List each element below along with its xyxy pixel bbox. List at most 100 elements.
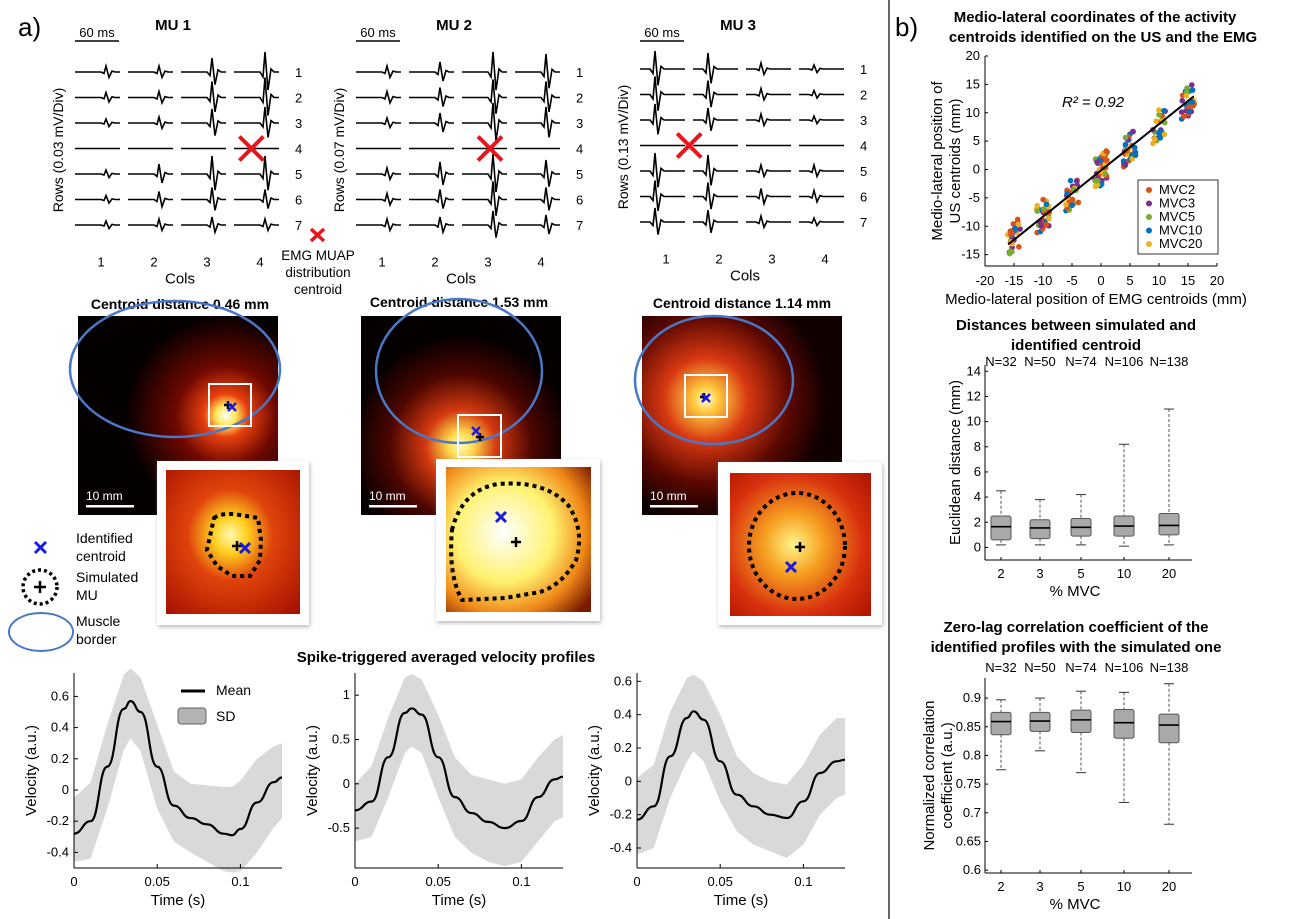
- scatter-point: [1187, 109, 1193, 115]
- scatter-point: [1179, 98, 1185, 104]
- emg-legend: EMG MUAP distribution centroid: [281, 229, 355, 297]
- y-tick-label: -0.2: [47, 813, 69, 828]
- boxplot-title-line-2: identified profiles with the simulated o…: [931, 639, 1222, 656]
- us-legend: Identified centroid Simulated MU Muscle …: [9, 530, 138, 651]
- muap-trace: [746, 189, 791, 204]
- y-axis-label-line-1: Euclidean distance (mm): [947, 380, 964, 545]
- time-scale-label: 60 ms: [644, 25, 680, 40]
- box-2: 2: [991, 700, 1011, 894]
- box-20: 20: [1159, 409, 1179, 581]
- col-tick-label: 4: [537, 255, 544, 270]
- y-tick-label: -0.4: [610, 840, 632, 855]
- muap-trace: [799, 116, 844, 124]
- muap-trace: [515, 107, 560, 137]
- muap-trace: [515, 82, 560, 112]
- scatter-point: [1068, 178, 1074, 184]
- row-tick-label: 6: [860, 190, 867, 205]
- mu-title: MU 2: [436, 17, 472, 34]
- y-tick-label: 0.7: [963, 805, 981, 820]
- y-axis-label-line-1: Normalized correlation: [921, 700, 938, 850]
- scatter-plot: Medio-lateral coordinates of the activit…: [929, 9, 1257, 308]
- x-axis-label: Time (s): [432, 892, 486, 909]
- emg-grid-mu-3: 60 ms MU 3Rows (0.13 mV/Div)12345671 2 3 4Co…: [615, 17, 867, 285]
- scale-bar-label: 10 mm: [86, 489, 123, 503]
- box-20: 20: [1159, 684, 1179, 894]
- muap-trace: [640, 104, 685, 134]
- x-axis-label: % MVC: [1050, 896, 1101, 913]
- scatter-point: [1104, 157, 1110, 163]
- sd-band: [74, 668, 282, 872]
- muap-trace: [356, 219, 401, 230]
- muap-trace: [640, 208, 685, 235]
- emg-centroid-legend-icon: [311, 229, 324, 241]
- muap-trace: [75, 119, 120, 127]
- y-tick-label: 0.65: [956, 833, 981, 848]
- x-tick-label: 0.1: [512, 874, 530, 889]
- muap-trace: [75, 170, 120, 178]
- scatter-point: [1046, 216, 1052, 222]
- row-tick-label: 5: [860, 164, 867, 179]
- x-tick-label: 3: [1036, 566, 1043, 581]
- scatter-point: [1184, 85, 1190, 91]
- muap-trace: [462, 80, 507, 114]
- x-tick-label: 0: [351, 874, 358, 889]
- emg-ylabel: Rows (0.13 mV/Div): [615, 85, 631, 209]
- legend-marker: [1146, 241, 1152, 247]
- legend-sd-label: SD: [216, 708, 235, 724]
- y-tick-label: 6: [974, 464, 981, 479]
- muap-trace: [409, 88, 454, 107]
- muap-trace: [356, 92, 401, 103]
- scatter-point: [1043, 222, 1049, 228]
- legend-simulated-line-1: Simulated: [76, 569, 138, 585]
- count-label: N=74: [1065, 354, 1096, 369]
- muap-trace: [746, 165, 791, 176]
- scatter-point: [1076, 200, 1082, 206]
- col-tick-label: 4: [821, 252, 828, 267]
- us-map-title: Centroid distance 0.46 mm: [91, 296, 269, 312]
- x-tick-label: 0.05: [426, 874, 451, 889]
- y-tick-label: 5: [973, 133, 980, 148]
- x-tick-label: 20: [1162, 566, 1176, 581]
- y-tick-label: 0.2: [51, 751, 69, 766]
- muap-trace: [799, 65, 844, 73]
- y-tick-label: -0.5: [328, 820, 350, 835]
- scatter-legend: MVC2MVC3MVC5MVC10MVC20: [1138, 180, 1218, 254]
- muap-trace: [799, 91, 844, 99]
- legend-marker: [1146, 228, 1152, 234]
- muap-trace: [409, 113, 454, 132]
- y-tick-label: 12: [967, 388, 981, 403]
- col-tick-label: 4: [256, 255, 263, 270]
- emg-legend-line-3: centroid: [294, 282, 342, 297]
- scatter-point: [1038, 223, 1044, 229]
- col-tick-label: 1: [662, 252, 669, 267]
- scatter-point: [1070, 197, 1076, 203]
- count-label: N=32: [985, 660, 1016, 675]
- scatter-point: [1103, 148, 1109, 154]
- legend-label: MVC20: [1159, 236, 1202, 251]
- scale-bar: [86, 505, 134, 508]
- y-tick-label: 15: [966, 76, 980, 91]
- scale-bar-label: 10 mm: [650, 489, 687, 503]
- y-tick-label: 0.85: [956, 719, 981, 734]
- muap-trace: [128, 117, 173, 128]
- muap-trace: [234, 78, 279, 116]
- boxplot-title-line-1: Zero-lag correlation coefficient of the: [943, 619, 1208, 636]
- y-tick-label: 8: [974, 439, 981, 454]
- scatter-point: [1150, 141, 1156, 147]
- box-iqr: [991, 712, 1011, 734]
- box-iqr: [1071, 710, 1091, 732]
- muap-trace: [515, 188, 560, 211]
- muap-trace: [746, 63, 791, 74]
- velocity-plot-3: -0.4 -0.2 0 0.2 0.4 0.6 0 0.05 0.1 Time (s) Veloci…: [586, 673, 845, 909]
- muap-trace: [181, 188, 226, 211]
- r-squared-annotation: R² = 0.92: [1062, 94, 1125, 111]
- scatter-point: [1012, 226, 1018, 232]
- row-tick-label: 4: [860, 139, 867, 154]
- muap-trace: [409, 217, 454, 232]
- scatter-point: [1069, 202, 1075, 208]
- box-iqr: [1114, 710, 1134, 739]
- col-tick-label: 2: [715, 252, 722, 267]
- y-tick-label: 0: [62, 782, 69, 797]
- scatter-point: [1040, 197, 1046, 203]
- x-tick-label: -15: [1005, 273, 1024, 288]
